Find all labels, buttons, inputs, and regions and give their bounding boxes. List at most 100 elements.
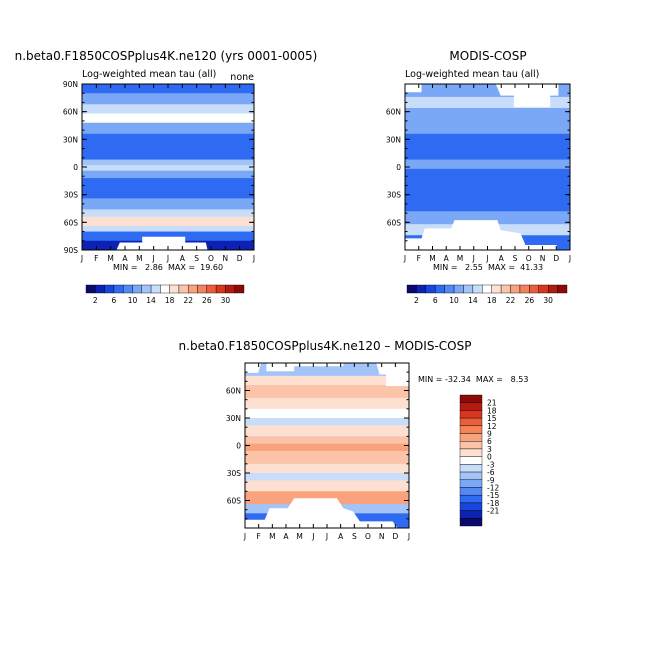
x-tick-label: N <box>223 254 229 263</box>
colorbar-label: -15 <box>487 491 499 500</box>
heatmap-band <box>245 375 409 386</box>
x-tick-label: J <box>403 254 406 263</box>
heatmap-band <box>245 397 409 410</box>
panel-subtitle: Log-weighted mean tau (all) <box>82 69 216 80</box>
x-tick-label: J <box>311 532 314 541</box>
colorbar-label: 2 <box>93 296 98 305</box>
colorbar-swatch <box>459 479 483 488</box>
heatmap-band <box>405 150 570 160</box>
x-tick-label: S <box>352 532 357 541</box>
y-tick-label: 30N <box>63 135 78 144</box>
heatmap-band <box>82 170 254 179</box>
colorbar-swatch <box>459 487 483 496</box>
colorbar-swatch <box>225 284 235 294</box>
colorbar-label: 18 <box>487 296 497 305</box>
panel-title: n.beta0.F1850COSPplus4K.ne120 – MODIS-CO… <box>179 339 472 353</box>
x-tick-label: S <box>513 254 518 263</box>
colorbar-label: 10 <box>128 296 138 305</box>
colorbar-swatch <box>425 284 436 294</box>
y-tick-label: 30N <box>226 414 241 423</box>
x-tick-label: D <box>553 254 559 263</box>
y-tick-label: 0 <box>396 163 401 172</box>
colorbar-swatch <box>510 284 521 294</box>
heatmap-band <box>245 451 409 465</box>
colorbar-swatch <box>141 284 152 294</box>
y-tick-label: 60S <box>227 497 242 506</box>
y-tick-label: 0 <box>73 163 78 172</box>
colorbar-swatch <box>206 284 217 294</box>
colorbar-label: 0 <box>487 453 492 462</box>
colorbar-label: 26 <box>525 296 535 305</box>
colorbar-swatch <box>459 425 483 434</box>
colorbar-swatch <box>453 284 464 294</box>
heatmap-bands <box>245 363 409 529</box>
panel-corner-label: none <box>230 72 254 83</box>
colorbar-swatch <box>188 284 198 294</box>
x-tick-label: J <box>407 532 410 541</box>
heatmap-band <box>245 408 409 419</box>
heatmap-band <box>405 159 570 170</box>
heatmap-band <box>82 198 254 210</box>
colorbar-label: 21 <box>487 399 497 408</box>
x-tick-label: J <box>485 254 488 263</box>
missing-data-region <box>495 84 559 108</box>
colorbar-swatch <box>463 284 474 294</box>
stats-label: MIN = 2.55 MAX = 41.33 <box>433 263 543 272</box>
x-tick-label: M <box>429 254 435 263</box>
colorbar-label: -12 <box>487 483 499 492</box>
x-tick-label: A <box>444 254 450 263</box>
heatmap-band <box>82 84 254 94</box>
x-tick-label: O <box>208 254 214 263</box>
heatmap-band <box>245 425 409 437</box>
heatmap-band <box>82 231 254 242</box>
heatmap-band <box>405 96 570 109</box>
colorbar-swatch <box>529 284 539 294</box>
colorbar-swatch <box>122 284 133 294</box>
colorbar-label: 14 <box>468 296 478 305</box>
colorbar-label: 6 <box>487 437 492 446</box>
heatmap-band <box>405 168 570 199</box>
heatmap-band <box>245 418 409 426</box>
x-tick-label: N <box>540 254 546 263</box>
colorbar-swatch <box>416 284 427 294</box>
heatmap-band <box>82 150 254 160</box>
colorbar-swatch <box>459 494 483 504</box>
y-tick-label: 90S <box>64 246 79 255</box>
colorbar-swatch <box>538 284 549 294</box>
heatmap-band <box>245 463 409 474</box>
missing-data-region <box>376 363 409 387</box>
heatmap-band <box>245 385 409 399</box>
heatmap-band <box>82 104 254 114</box>
colorbar-swatch <box>459 510 483 519</box>
colorbar-label: 15 <box>487 414 497 423</box>
colorbar-absolute-left: 2 6 10 14 18 22 26 30 <box>85 284 245 305</box>
colorbar-swatch <box>85 284 96 294</box>
colorbar-swatch <box>491 284 502 294</box>
colorbar-label: -3 <box>487 460 495 469</box>
y-tick-label: 0 <box>236 442 241 451</box>
heatmap-band <box>405 211 570 225</box>
colorbar-swatch <box>519 284 530 294</box>
colorbar-label: 14 <box>146 296 156 305</box>
colorbar-swatch <box>150 284 161 294</box>
colorbar-swatch <box>482 284 492 294</box>
colorbar-swatch <box>547 284 558 294</box>
panel-title: n.beta0.F1850COSPplus4K.ne120 (yrs 0001-… <box>15 49 318 63</box>
x-tick-label: M <box>296 532 302 541</box>
x-tick-label: O <box>526 254 532 263</box>
colorbar-absolute-right: 2 6 10 14 18 22 26 30 <box>406 284 568 305</box>
x-tick-label: J <box>152 254 155 263</box>
colorbar-label: 30 <box>221 296 231 305</box>
y-tick-label: 30N <box>386 135 401 144</box>
x-tick-label: D <box>392 532 398 541</box>
x-tick-label: M <box>457 254 463 263</box>
x-tick-label: N <box>379 532 385 541</box>
y-tick-label: 30S <box>227 469 242 478</box>
heatmap-band <box>82 113 254 124</box>
missing-data-region <box>245 498 398 528</box>
colorbar-swatch <box>459 456 483 465</box>
x-tick-label: F <box>257 532 261 541</box>
